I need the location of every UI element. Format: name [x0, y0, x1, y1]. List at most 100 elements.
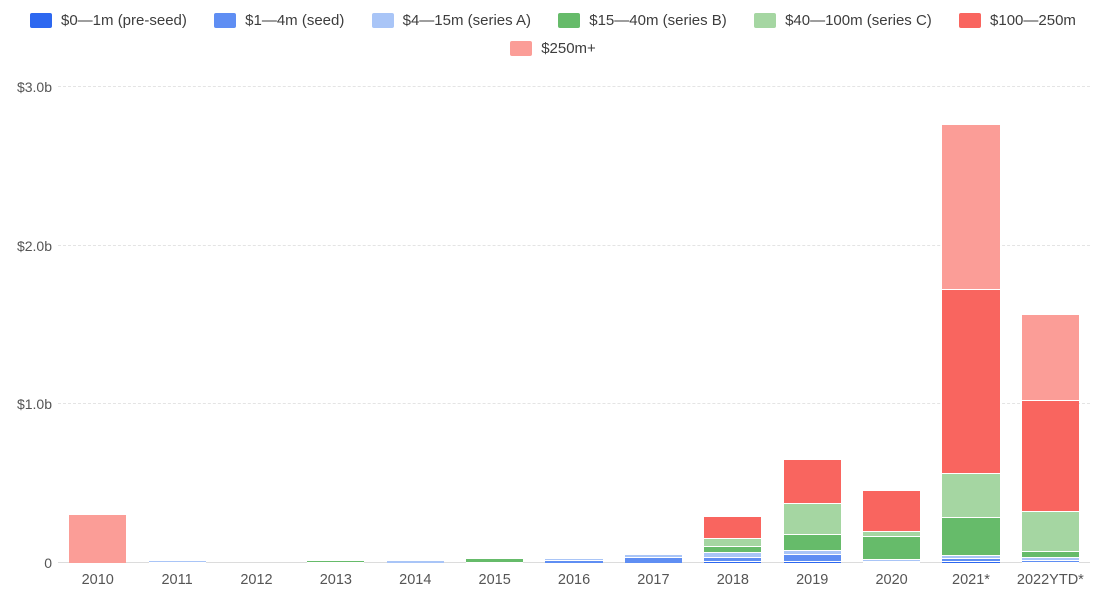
stacked-bar[interactable] [386, 87, 444, 563]
y-tick-label: $2.0b [16, 237, 52, 254]
legend-label: $40—100m (series C) [785, 12, 932, 29]
legend-swatch-series-a [371, 13, 394, 28]
bar-segment[interactable] [942, 288, 1000, 473]
bar-column [614, 87, 693, 563]
stacked-bar[interactable] [624, 87, 682, 563]
bar-segment[interactable] [69, 515, 127, 563]
bar-segment[interactable] [942, 561, 1000, 563]
stacked-bar[interactable] [545, 87, 603, 563]
bar-segment[interactable] [783, 550, 841, 554]
chart-legend: $0—1m (pre-seed) $1—4m (seed) $4—15m (se… [0, 0, 1106, 57]
y-tick-label: $1.0b [16, 396, 52, 413]
x-axis: 2010 2011 2012 2013 2014 2015 2016 2017 2018 2019… [0, 572, 1106, 588]
stacked-bar[interactable] [69, 87, 127, 563]
bar-segment[interactable] [783, 502, 841, 535]
bar-segment[interactable] [783, 553, 841, 562]
legend-row-1: $0—1m (pre-seed) $1—4m (seed) $4—15m (se… [0, 12, 1106, 29]
stacked-bar[interactable] [783, 87, 841, 563]
bar-segment[interactable] [1021, 560, 1079, 562]
bar-column [1011, 87, 1090, 563]
bars-row [58, 87, 1090, 563]
stacked-bar[interactable] [466, 87, 524, 563]
bar-segment[interactable] [307, 562, 365, 563]
bar-segment[interactable] [545, 559, 603, 560]
legend-swatch-250m-plus [510, 41, 533, 56]
bar-segment[interactable] [863, 530, 921, 536]
bar-segment[interactable] [466, 558, 524, 562]
stacked-bar[interactable] [704, 87, 762, 563]
y-tick-label: 0 [44, 555, 52, 571]
bar-segment[interactable] [148, 561, 206, 562]
bar-segment[interactable] [783, 459, 841, 503]
bar-segment[interactable] [863, 559, 921, 561]
x-axis-label: 2012 [240, 572, 273, 588]
legend-row-2: $250m+ [0, 40, 1106, 57]
bar-column [376, 87, 455, 563]
bar-segment[interactable] [386, 561, 444, 563]
bar-segment[interactable] [942, 555, 1000, 559]
x-axis-label: 2011 [161, 572, 193, 588]
stacked-bar[interactable] [863, 87, 921, 563]
legend-item-series-c[interactable]: $40—100m (series C) [754, 12, 932, 29]
plot-area [58, 86, 1090, 563]
bar-column [693, 87, 772, 563]
stacked-bar[interactable] [228, 87, 285, 563]
legend-item-pre-seed[interactable]: $0—1m (pre-seed) [30, 12, 187, 29]
bar-segment[interactable] [307, 561, 365, 562]
bar-segment[interactable] [942, 517, 1000, 556]
y-axis: $3.0b $2.0b $1.0b 0 [0, 79, 58, 571]
bar-segment[interactable] [466, 562, 524, 563]
bar-segment[interactable] [863, 562, 921, 563]
bar-segment[interactable] [942, 558, 1000, 562]
bar-segment[interactable] [942, 472, 1000, 517]
x-axis-label: 2019 [796, 572, 829, 588]
bar-segment[interactable] [1021, 511, 1079, 551]
bar-segment[interactable] [783, 561, 841, 563]
bar-segment[interactable] [704, 517, 762, 538]
stacked-bar[interactable] [1021, 87, 1079, 563]
bar-segment[interactable] [863, 561, 921, 562]
bar-segment[interactable] [863, 535, 921, 560]
bar-segment[interactable] [942, 125, 1000, 289]
bar-segment[interactable] [545, 559, 603, 563]
legend-label: $250m+ [541, 40, 596, 57]
bar-segment[interactable] [624, 555, 682, 557]
stacked-bar[interactable] [942, 87, 1000, 563]
legend-item-250m-plus[interactable]: $250m+ [510, 40, 596, 57]
x-axis-label: 2022YTD* [1016, 572, 1084, 588]
legend-label: $0—1m (pre-seed) [61, 12, 187, 29]
gridline [58, 244, 1090, 246]
bar-segment[interactable] [863, 491, 921, 531]
legend-item-100-250m[interactable]: $100—250m [959, 12, 1076, 29]
x-axis-labels: 2010 2011 2012 2013 2014 2015 2016 2017 2018 2019… [58, 572, 1090, 588]
gridline [58, 86, 1090, 87]
y-tick-label: $3.0b [16, 79, 52, 95]
bar-column [773, 87, 852, 563]
stacked-bar[interactable] [307, 87, 365, 563]
bar-segment[interactable] [1021, 562, 1079, 563]
bar-segment[interactable] [1021, 550, 1079, 558]
bar-segment[interactable] [783, 534, 841, 551]
bar-column [534, 87, 613, 563]
chart-body: $3.0b $2.0b $1.0b 0 [0, 79, 1106, 571]
stacked-bar[interactable] [148, 87, 206, 563]
legend-item-seed[interactable]: $1—4m (seed) [214, 12, 344, 29]
bar-segment[interactable] [704, 537, 762, 546]
bar-segment[interactable] [704, 545, 762, 552]
bar-segment[interactable] [1021, 314, 1079, 401]
bar-segment[interactable] [148, 562, 206, 563]
x-axis-label: 2020 [875, 572, 908, 588]
bar-segment[interactable] [1021, 557, 1079, 561]
legend-swatch-seed [214, 13, 237, 28]
legend-item-series-a[interactable]: $4—15m (series A) [371, 12, 531, 29]
bar-column [455, 87, 534, 563]
legend-swatch-series-b [558, 13, 581, 28]
bar-segment[interactable] [704, 556, 762, 562]
x-axis-label: 2016 [557, 572, 591, 588]
legend-item-series-b[interactable]: $15—40m (series B) [558, 12, 727, 29]
bar-segment[interactable] [704, 551, 762, 557]
bar-segment[interactable] [624, 556, 682, 563]
bar-segment[interactable] [704, 561, 762, 563]
bar-segment[interactable] [1021, 400, 1079, 512]
legend-label: $100—250m [990, 12, 1076, 29]
